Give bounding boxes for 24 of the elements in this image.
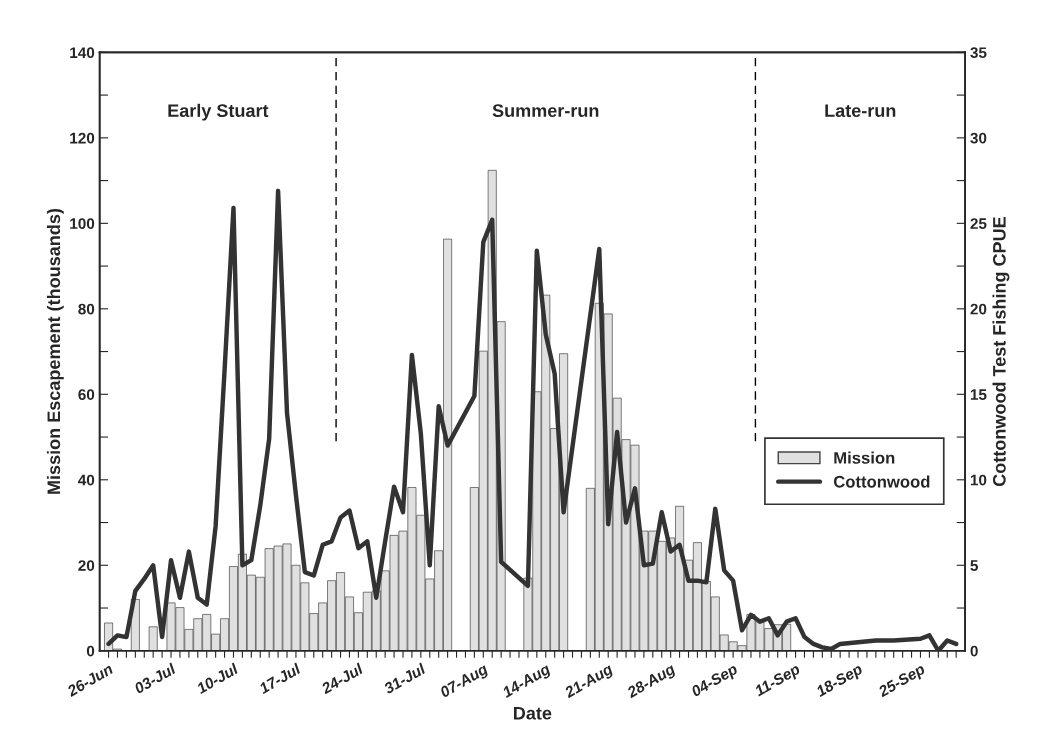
legend-label: Cottonwood [833, 475, 930, 488]
y2-tick-label: 35 [970, 47, 987, 59]
y2-tick-label: 15 [970, 389, 987, 400]
x-axis-title: Date [514, 707, 552, 720]
y-tick-label: 120 [70, 132, 95, 144]
annotation: Summer-run [492, 104, 599, 118]
y-tick-label: 60 [78, 389, 95, 400]
y-tick-label: 80 [78, 303, 95, 315]
y2-axis-title: Cottonwood Test Fishing CPUE [992, 217, 1010, 487]
y-tick-label: 20 [78, 560, 95, 571]
y-tick-label: 140 [70, 47, 95, 59]
y-tick-label: 100 [70, 218, 95, 230]
annotation: Late-run [825, 104, 896, 118]
y2-tick-label: 10 [970, 474, 987, 486]
y-tick-label: 40 [78, 474, 95, 486]
y-tick-label: 0 [86, 645, 95, 657]
y2-tick-label: 20 [970, 303, 987, 315]
legend-label: Mission [834, 451, 895, 464]
y2-tick-label: 0 [970, 645, 978, 657]
y2-tick-label: 5 [970, 560, 979, 571]
y2-tick-label: 25 [970, 218, 987, 230]
y-axis-title: Mission Escapement (thousands) [46, 208, 64, 494]
annotation: Early Stuart [168, 103, 269, 121]
y2-tick-label: 30 [970, 132, 987, 144]
